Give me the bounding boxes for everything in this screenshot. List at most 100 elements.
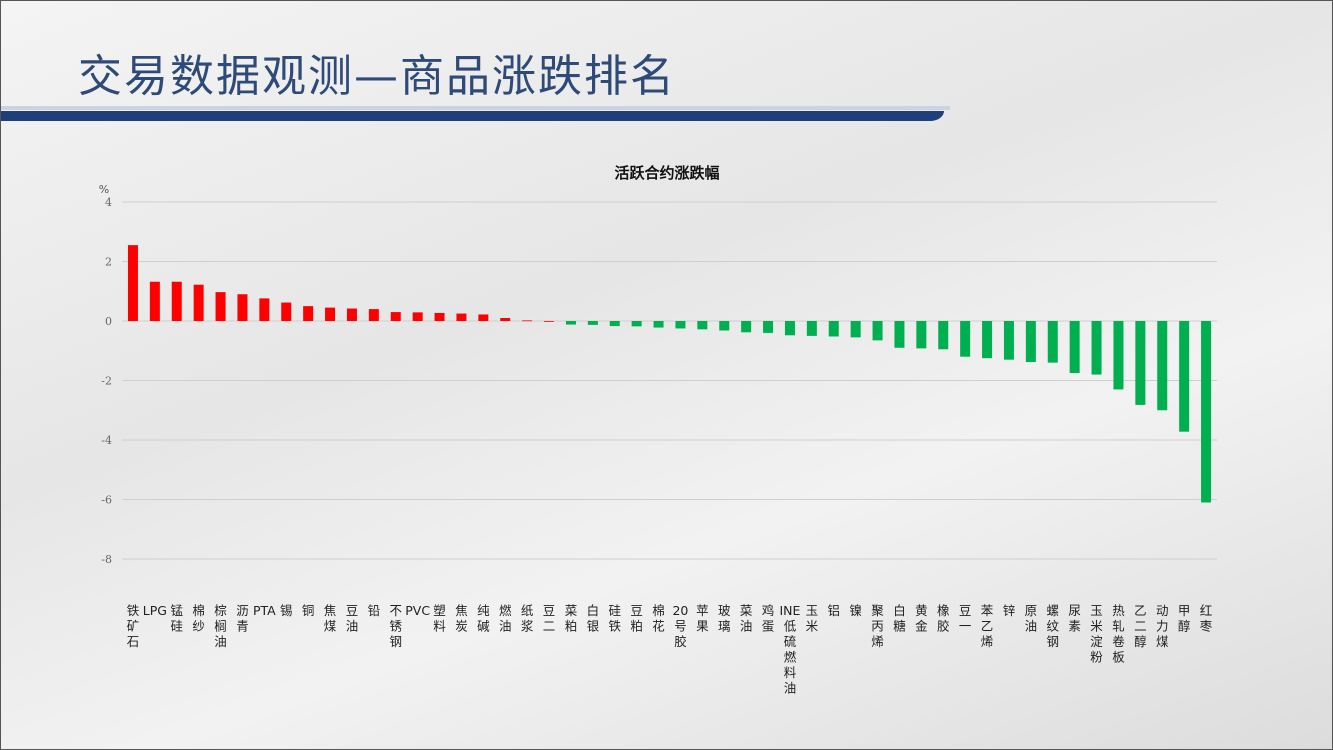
bar xyxy=(675,321,686,329)
bar xyxy=(850,321,861,338)
category-label: 锡 xyxy=(280,603,293,618)
category-label: 橡胶 xyxy=(937,603,950,634)
y-tick-label: 4 xyxy=(105,196,112,209)
category-label: 热轧卷板 xyxy=(1112,603,1125,665)
bar xyxy=(456,313,467,321)
bar xyxy=(171,281,182,321)
y-axis-unit: % xyxy=(99,183,109,196)
bars xyxy=(127,245,1212,503)
category-label: 硅铁 xyxy=(608,603,621,634)
category-label: 20 号胶 xyxy=(672,603,688,649)
category-label: 聚丙烯 xyxy=(871,603,884,649)
category-label: 焦煤 xyxy=(324,603,337,634)
bar xyxy=(1113,321,1124,390)
bar xyxy=(1157,321,1168,411)
category-label: PVC xyxy=(405,603,430,618)
category-label: 黄金 xyxy=(915,603,928,634)
bar xyxy=(237,294,248,321)
y-tick-label: -2 xyxy=(101,375,112,388)
category-label: 豆一 xyxy=(959,603,972,634)
bar xyxy=(719,321,730,331)
category-label: 甲醇 xyxy=(1178,603,1191,634)
bar xyxy=(828,321,839,337)
bar xyxy=(1179,321,1190,432)
bar xyxy=(259,298,270,321)
category-label: 螺纹钢 xyxy=(1046,603,1059,649)
category-label: 铅 xyxy=(368,603,381,618)
bar xyxy=(741,321,752,333)
category-label: 棕榈油 xyxy=(214,603,227,649)
category-label: 铜 xyxy=(302,603,315,618)
category-label: 乙二醇 xyxy=(1134,603,1147,649)
category-label: 玉米淀粉 xyxy=(1090,603,1103,665)
category-label: 玻璃 xyxy=(718,603,731,634)
bar xyxy=(346,308,357,321)
bar xyxy=(1091,321,1102,375)
category-label: 棉纱 xyxy=(192,603,205,634)
category-label: 豆油 xyxy=(346,603,359,634)
y-tick-label: -8 xyxy=(101,553,112,566)
y-axis-ticks: 4 2 0 -2 -4 -6 -8 xyxy=(101,196,112,566)
bar xyxy=(697,321,708,330)
bar xyxy=(1003,321,1014,360)
bar xyxy=(149,281,160,321)
bar xyxy=(325,307,336,321)
category-label: 纸浆 xyxy=(521,603,534,634)
gridlines xyxy=(122,201,1217,560)
category-label: 玉米 xyxy=(806,603,819,634)
category-label: 沥青 xyxy=(236,603,249,634)
bar xyxy=(1069,321,1080,374)
bar xyxy=(1201,321,1212,503)
bar xyxy=(960,321,971,357)
bar xyxy=(631,321,642,327)
category-label: 白银 xyxy=(587,603,600,634)
bar xyxy=(916,321,927,349)
bar xyxy=(587,321,598,325)
bar xyxy=(390,312,401,321)
category-label: 焦炭 xyxy=(455,603,468,634)
category-label: 不锈钢 xyxy=(389,603,402,649)
category-label: 锌 xyxy=(1003,603,1016,618)
y-tick-label: -4 xyxy=(101,434,112,447)
bar xyxy=(522,320,533,322)
category-label: 锰硅 xyxy=(170,603,183,634)
bar xyxy=(215,292,226,321)
y-tick-label: 0 xyxy=(105,315,112,328)
bar xyxy=(784,321,795,336)
category-label: INE 低硫燃料油 xyxy=(779,603,800,696)
y-tick-label: -6 xyxy=(101,494,112,507)
category-label: 燃油 xyxy=(499,603,512,634)
page-title: 交易数据观测—商品涨跌排名 xyxy=(78,51,676,102)
category-label: 纯碱 xyxy=(477,603,490,634)
title-underline-light xyxy=(0,106,950,110)
bar xyxy=(544,321,555,322)
category-label: 尿素 xyxy=(1068,603,1081,634)
category-label: 镍 xyxy=(849,603,862,618)
bar xyxy=(478,314,489,321)
category-label: 铁矿石 xyxy=(127,603,140,649)
category-label: 塑料 xyxy=(433,603,446,634)
category-label: 铝 xyxy=(827,603,840,618)
bar xyxy=(938,321,949,350)
category-label: 苯乙烯 xyxy=(981,603,994,649)
category-label: PTA xyxy=(253,603,276,618)
category-label: 菜油 xyxy=(740,603,753,634)
category-label: 鸡蛋 xyxy=(762,603,775,634)
category-label: LPG xyxy=(143,603,167,618)
bar xyxy=(763,321,774,333)
category-label: 原油 xyxy=(1025,603,1038,634)
chart-title: 活跃合约涨跌幅 xyxy=(614,164,719,182)
category-label: 棉花 xyxy=(652,603,665,634)
category-label: 动力煤 xyxy=(1156,603,1169,649)
bar xyxy=(1025,321,1036,363)
bar xyxy=(1047,321,1058,363)
bar xyxy=(434,312,445,321)
bar xyxy=(303,306,314,321)
bar xyxy=(127,245,138,321)
category-label: 红枣 xyxy=(1200,603,1213,634)
category-label: 豆二 xyxy=(543,603,556,634)
bar xyxy=(894,321,905,348)
bar xyxy=(565,321,576,325)
bar xyxy=(872,321,883,341)
